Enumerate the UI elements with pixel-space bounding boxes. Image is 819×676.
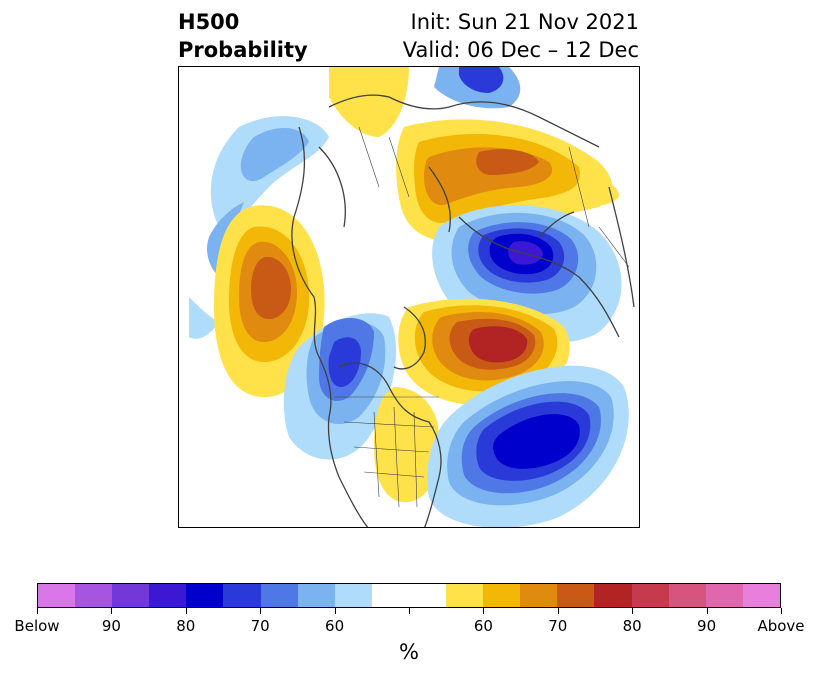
colorbar-segment bbox=[75, 584, 113, 607]
colorbar-segment bbox=[112, 584, 150, 607]
colorbar-tick bbox=[409, 608, 410, 614]
colorbar-tick bbox=[334, 608, 336, 614]
colorbar-tick bbox=[706, 608, 708, 614]
colorbar-segment bbox=[260, 584, 298, 607]
colorbar-tick-label: 90 bbox=[697, 617, 717, 635]
colorbar-tick-label: 70 bbox=[548, 617, 568, 635]
colorbar-tick bbox=[557, 608, 559, 614]
colorbar-tick-label: 60 bbox=[473, 617, 493, 635]
probability-map bbox=[189, 67, 635, 527]
greenland-ridge bbox=[398, 298, 570, 406]
title-line-1: H500 bbox=[178, 10, 240, 34]
western-canada-trough bbox=[283, 313, 397, 460]
colorbar-tick-label: 80 bbox=[176, 617, 196, 635]
probability-colorbar bbox=[37, 583, 781, 608]
colorbar-tick-label: Below bbox=[14, 617, 60, 635]
colorbar-tick bbox=[260, 608, 262, 614]
colorbar-tick-label: 90 bbox=[101, 617, 121, 635]
valid-date-range: Valid: 06 Dec – 12 Dec bbox=[402, 38, 639, 62]
colorbar-segment bbox=[668, 584, 706, 607]
colorbar-segment bbox=[705, 584, 743, 607]
colorbar-unit-label: % bbox=[399, 640, 419, 664]
colorbar-segment bbox=[742, 584, 780, 607]
colorbar-tick-label: 60 bbox=[325, 617, 345, 635]
colorbar-segment bbox=[408, 584, 447, 607]
colorbar-segment bbox=[38, 584, 76, 607]
colorbar-segment bbox=[594, 584, 632, 607]
colorbar-segment bbox=[483, 584, 521, 607]
colorbar-segment bbox=[334, 584, 372, 607]
colorbar-segment bbox=[631, 584, 669, 607]
political-borders bbox=[334, 126, 630, 508]
colorbar-tick bbox=[483, 608, 485, 614]
alaska-aleutian-ridge bbox=[214, 205, 325, 397]
map-title: H500 Probability bbox=[178, 8, 308, 64]
colorbar-tick bbox=[632, 608, 634, 614]
colorbar-tick bbox=[37, 608, 38, 614]
title-line-2: Probability bbox=[178, 38, 308, 62]
colorbar-segment bbox=[223, 584, 261, 607]
colorbar-tick-label: Above bbox=[757, 617, 805, 635]
coastlines bbox=[291, 94, 635, 527]
north-atlantic-trough bbox=[427, 365, 629, 527]
colorbar-segment bbox=[297, 584, 335, 607]
eastern-us-ridge bbox=[374, 387, 440, 503]
colorbar-tick bbox=[781, 608, 782, 614]
map-panel bbox=[178, 66, 640, 528]
colorbar-tick bbox=[111, 608, 113, 614]
colorbar-segment bbox=[371, 584, 409, 607]
colorbar-segment bbox=[446, 584, 484, 607]
colorbar-tick-label: 80 bbox=[622, 617, 642, 635]
colorbar-segment bbox=[520, 584, 558, 607]
init-date: Init: Sun 21 Nov 2021 bbox=[410, 10, 639, 34]
colorbar-segment bbox=[186, 584, 224, 607]
colorbar-segment bbox=[149, 584, 187, 607]
colorbar-segment bbox=[557, 584, 595, 607]
forecast-dates: Init: Sun 21 Nov 2021 Valid: 06 Dec – 12… bbox=[403, 8, 639, 64]
colorbar-tick bbox=[185, 608, 187, 614]
colorbar-tick-label: 70 bbox=[250, 617, 270, 635]
